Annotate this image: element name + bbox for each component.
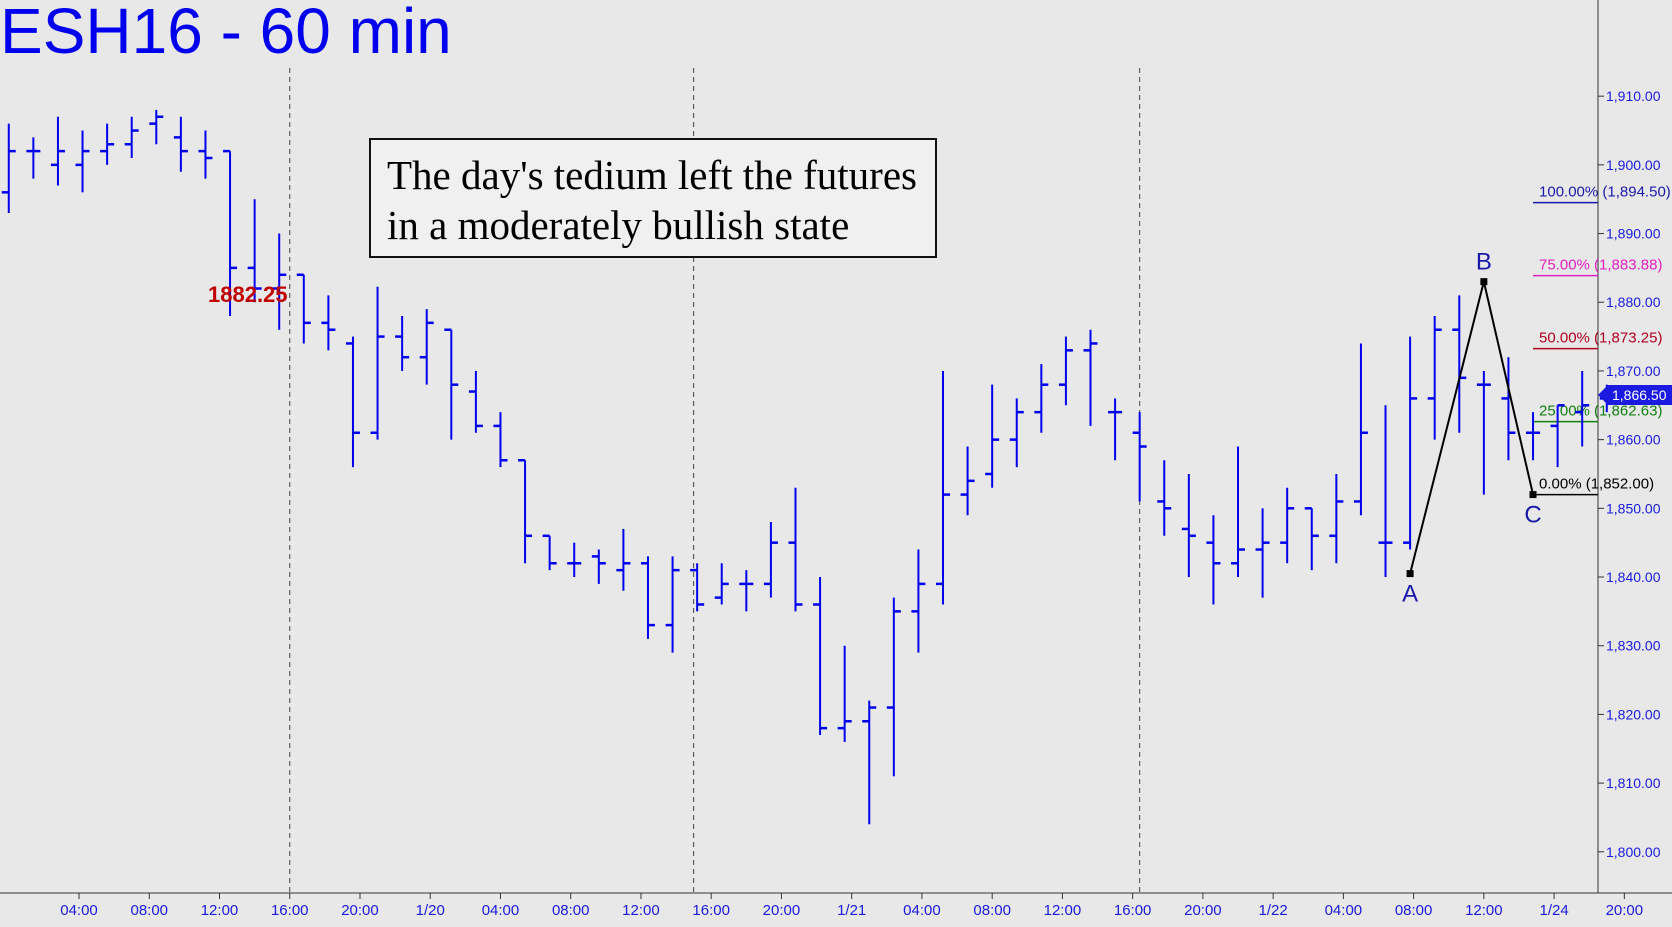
abc-point-marker — [1529, 491, 1537, 499]
annotation-line-1: The day's tedium left the futures — [387, 152, 917, 198]
fib-level-label: 25.00% (1,862.63) — [1539, 403, 1662, 420]
x-tick-label: 12:00 — [1465, 902, 1503, 919]
fib-level-label: 0.00% (1,852.00) — [1539, 476, 1654, 493]
x-tick-label: 12:00 — [622, 902, 660, 919]
abc-point-label: C — [1524, 502, 1541, 529]
x-tick-label: 16:00 — [271, 902, 309, 919]
x-tick-label: 04:00 — [60, 902, 98, 919]
y-tick-label: 1,840.00 — [1606, 569, 1661, 585]
x-tick-label: 04:00 — [903, 902, 941, 919]
y-tick-label: 1,820.00 — [1606, 706, 1661, 722]
annotation-line-2: in a moderately bullish state — [387, 202, 850, 248]
abc-point-label: A — [1402, 581, 1418, 608]
y-tick-label: 1,830.00 — [1606, 638, 1661, 654]
x-tick-label: 1/20 — [416, 902, 445, 919]
x-tick-label: 08:00 — [130, 902, 168, 919]
y-tick-label: 1,810.00 — [1606, 775, 1661, 791]
x-tick-label: 16:00 — [692, 902, 730, 919]
x-tick-label: 04:00 — [1325, 902, 1363, 919]
abc-point-label: B — [1476, 249, 1492, 276]
y-tick-label: 1,900.00 — [1606, 157, 1661, 173]
last-price-label: 1,866.50 — [1612, 387, 1667, 403]
fib-level-label: 100.00% (1,894.50) — [1539, 184, 1671, 201]
abc-point-marker — [1406, 570, 1414, 578]
x-tick-label: 08:00 — [1395, 902, 1433, 919]
x-tick-label: 12:00 — [201, 902, 239, 919]
fib-level-label: 50.00% (1,873.25) — [1539, 330, 1662, 347]
fib-level-label: 75.00% (1,883.88) — [1539, 257, 1662, 274]
y-tick-label: 1,850.00 — [1606, 500, 1661, 516]
last-price-tag — [1598, 384, 1672, 405]
x-tick-label: 1/24 — [1539, 902, 1568, 919]
x-tick-label: 08:00 — [973, 902, 1011, 919]
x-tick-label: 20:00 — [1606, 902, 1644, 919]
x-tick-label: 04:00 — [482, 902, 520, 919]
x-tick-label: 08:00 — [552, 902, 590, 919]
x-tick-label: 20:00 — [1184, 902, 1222, 919]
y-tick-label: 1,800.00 — [1606, 844, 1661, 860]
y-tick-label: 1,880.00 — [1606, 294, 1661, 310]
x-tick-label: 1/22 — [1259, 902, 1288, 919]
abc-pattern-line — [1409, 281, 1535, 574]
y-tick-label: 1,910.00 — [1606, 88, 1661, 104]
peak-price-label: 1882.25 — [208, 282, 288, 307]
annotation-box: The day's tedium left the futures in a m… — [369, 138, 937, 258]
x-tick-label: 16:00 — [1114, 902, 1152, 919]
x-tick-label: 12:00 — [1044, 902, 1082, 919]
y-tick-label: 1,890.00 — [1606, 226, 1661, 242]
y-tick-label: 1,870.00 — [1606, 363, 1661, 379]
chart-title: ESH16 - 60 min — [0, 0, 452, 67]
x-tick-label: 20:00 — [341, 902, 379, 919]
abc-point-marker — [1480, 278, 1488, 286]
x-tick-label: 1/21 — [837, 902, 866, 919]
y-tick-label: 1,860.00 — [1606, 432, 1661, 448]
x-tick-label: 20:00 — [763, 902, 801, 919]
